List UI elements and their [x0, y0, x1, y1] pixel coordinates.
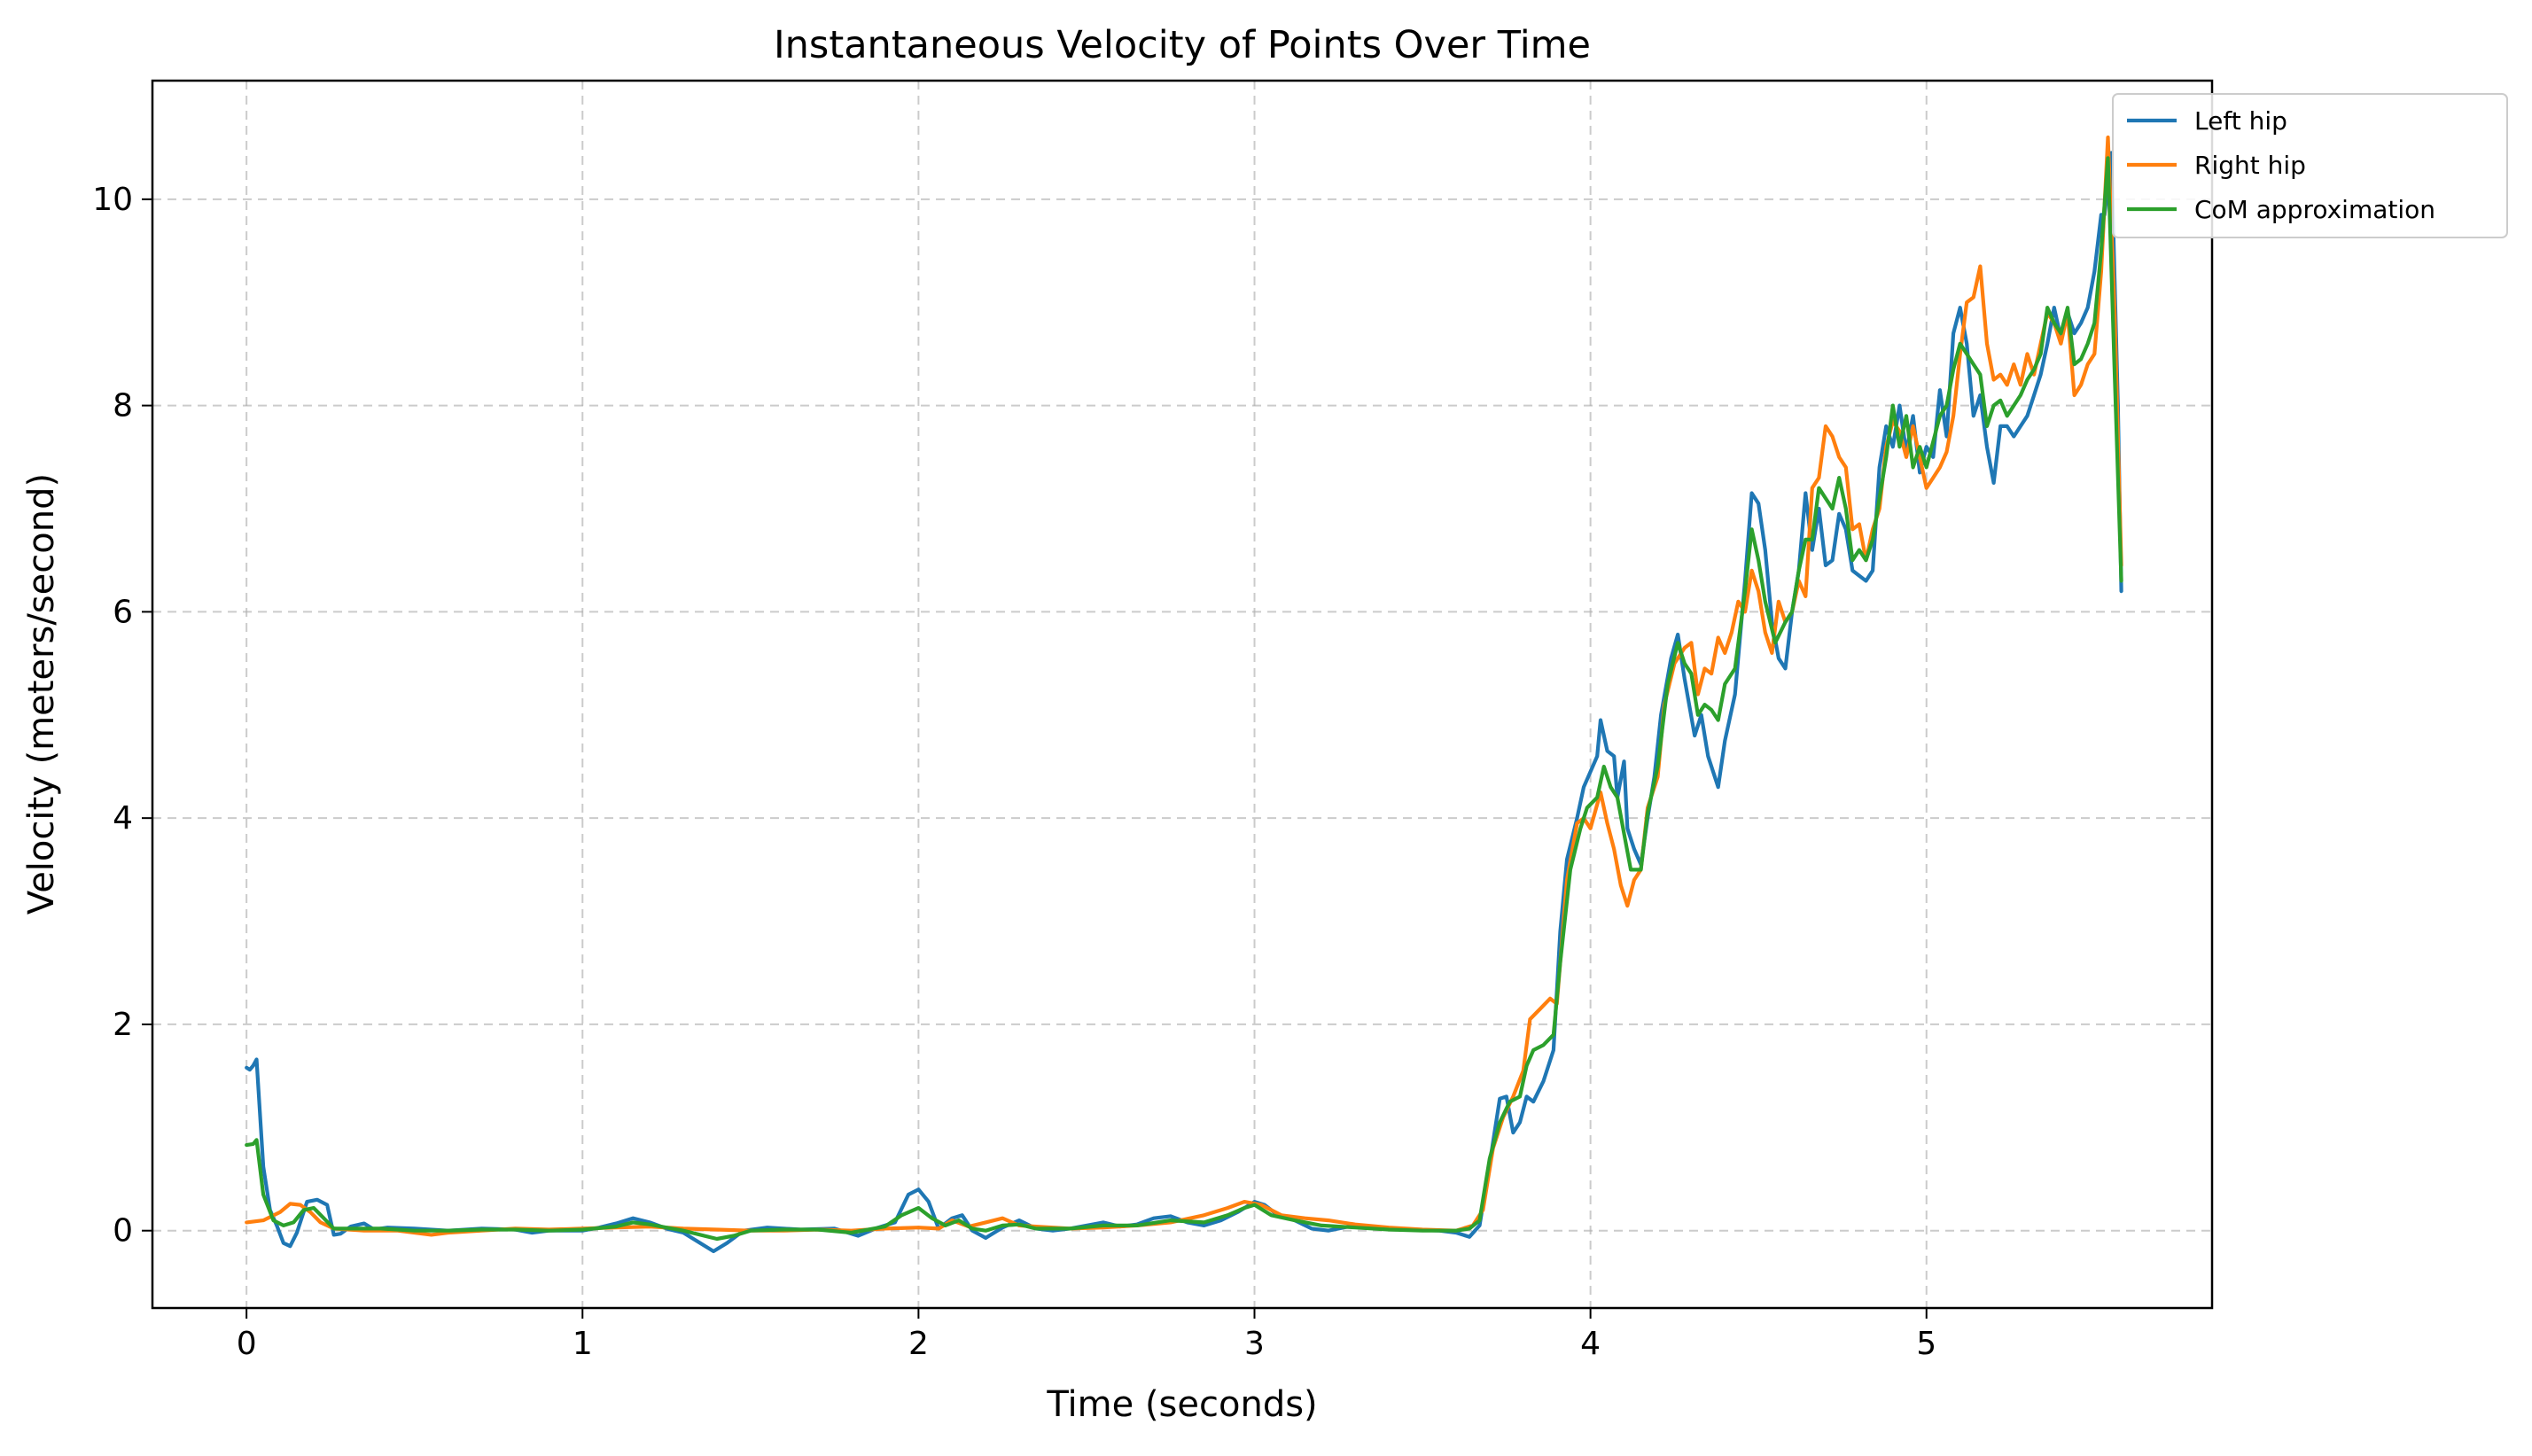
series-line-com-approximation — [245, 156, 2123, 1242]
y-axis-label: Velocity (meters/second) — [21, 473, 62, 915]
y-tick-label-2: 4 — [113, 800, 133, 837]
y-tick-label-4: 8 — [113, 388, 133, 424]
legend-label-left-hip: Left hip — [2194, 106, 2287, 136]
y-tick-label-5: 10 — [92, 182, 133, 218]
x-axis-label: Time (seconds) — [1046, 1384, 1317, 1425]
legend-label-com-approximation: CoM approximation — [2194, 195, 2435, 224]
series-lines — [245, 135, 2123, 1254]
chart-title: Instantaneous Velocity of Points Over Ti… — [774, 23, 1591, 67]
legend-label-right-hip: Right hip — [2194, 151, 2306, 180]
x-tick-label-0: 0 — [237, 1326, 257, 1362]
plot-frame — [151, 79, 2214, 1310]
x-tick-label-3: 3 — [1244, 1326, 1265, 1362]
y-tick-label-0: 0 — [113, 1213, 133, 1250]
series-line-left-hip — [245, 151, 2123, 1254]
y-tick-label-3: 6 — [113, 594, 133, 630]
y-tick-label-1: 2 — [113, 1007, 133, 1043]
axis-ticks: 0 1 2 3 4 5 0 2 4 6 8 10 — [92, 182, 1936, 1362]
x-tick-label-1: 1 — [573, 1326, 593, 1362]
x-tick-label-2: 2 — [908, 1326, 929, 1362]
legend-items: Left hip Right hip CoM approximation — [2127, 106, 2435, 224]
x-tick-label-5: 5 — [1916, 1326, 1936, 1362]
x-tick-label-4: 4 — [1580, 1326, 1601, 1362]
grid — [152, 81, 2212, 1308]
legend: Left hip Right hip CoM approximation — [2112, 93, 2508, 238]
series-line-right-hip — [245, 135, 2123, 1237]
legend-box — [2112, 93, 2508, 238]
